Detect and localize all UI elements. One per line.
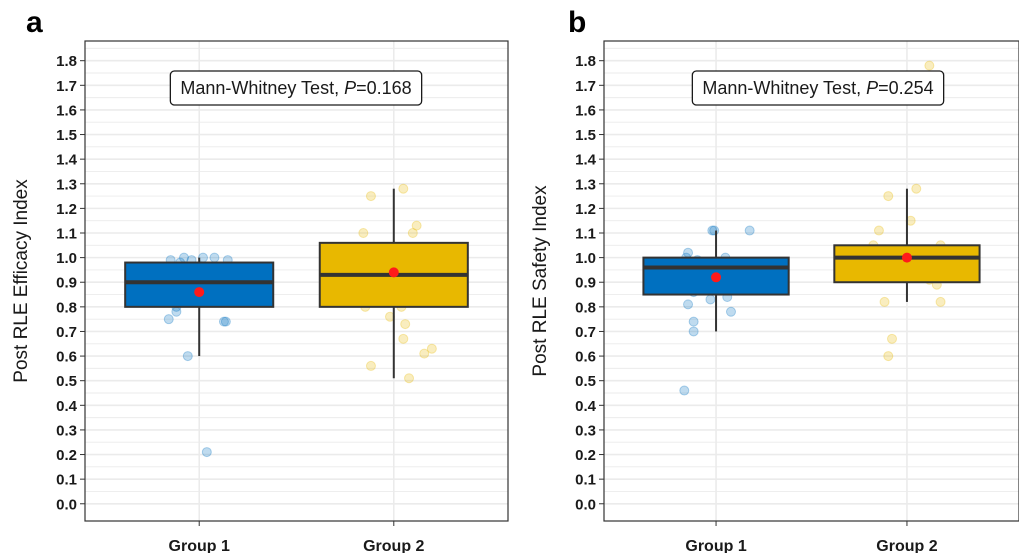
- panel-b: b 0.0 0.1 0.2 0.3 0.4 0.5 0.6 0.7 0.8 0.9 1.0 1.1 1.…: [510, 0, 1019, 553]
- x-tick-label: Group 2: [876, 538, 937, 553]
- y-tick-label: 1.8: [56, 53, 77, 70]
- data-point: [924, 60, 935, 71]
- data-point: [744, 225, 755, 236]
- panel-letter-b: b: [568, 6, 587, 39]
- y-tick-label: 0.9: [575, 275, 596, 292]
- annotation-box: [169, 70, 423, 106]
- data-point: [400, 319, 411, 330]
- chart-a: 0.0 0.1 0.2 0.3 0.4 0.5 0.6 0.7 0.8 0.9 1.0 1.1 1.2 1…: [11, 40, 509, 553]
- data-point: [679, 385, 690, 396]
- x-tick-label: Group 1: [169, 538, 230, 553]
- y-tick-label: 1.2: [575, 201, 596, 218]
- y-tick-label: 1.0: [575, 250, 596, 267]
- data-point: [683, 299, 694, 310]
- y-tick-label: 0.0: [575, 496, 596, 513]
- y-tick-label: 0.6: [575, 349, 596, 366]
- x-tick-label: Group 1: [685, 538, 746, 553]
- y-tick-label: 1.7: [575, 78, 596, 95]
- annotation-box: [691, 70, 945, 106]
- data-point: [688, 316, 699, 327]
- data-point: [688, 326, 699, 337]
- data-point: [879, 296, 890, 307]
- y-tick-label: 0.2: [56, 447, 77, 464]
- mean-marker: [194, 287, 205, 298]
- data-point: [209, 252, 220, 263]
- data-point: [404, 373, 415, 384]
- y-tick-label: 0.4: [56, 398, 78, 415]
- data-point: [201, 447, 212, 458]
- mean-marker: [388, 267, 399, 278]
- data-point: [163, 314, 174, 325]
- y-tick-label: 1.6: [56, 102, 77, 119]
- y-tick-label: 1.4: [56, 152, 78, 169]
- y-tick-label: 0.5: [56, 373, 77, 390]
- y-tick-label: 1.6: [575, 102, 596, 119]
- y-tick-label: 0.5: [575, 373, 596, 390]
- y-tick-label: 1.1: [56, 226, 77, 243]
- data-point: [171, 306, 182, 317]
- y-tick-label: 1.2: [56, 201, 77, 218]
- y-tick-label: 0.1: [575, 472, 596, 489]
- data-point: [935, 296, 946, 307]
- data-point: [220, 316, 231, 327]
- data-point: [182, 351, 193, 362]
- annotation-text: Mann-Whitney Test, P=0.254: [702, 78, 933, 98]
- y-tick-label: 0.9: [56, 275, 77, 292]
- data-point: [358, 228, 369, 238]
- data-point: [873, 225, 884, 236]
- y-tick-label: 0.3: [575, 422, 596, 439]
- y-tick-label: 0.0: [56, 496, 77, 513]
- y-tick-label: 1.0: [56, 250, 77, 267]
- panel-letter-a: a: [26, 6, 43, 39]
- data-point: [426, 343, 437, 354]
- y-tick-label: 0.7: [575, 324, 596, 341]
- data-point: [398, 183, 409, 194]
- data-point: [725, 306, 736, 317]
- plot-border: [84, 40, 509, 522]
- data-point: [218, 316, 229, 327]
- y-tick-label: 1.7: [56, 78, 77, 95]
- panel-a: a 0.0 0.1 0.2 0.3 0.4 0.5 0.6 0.7 0.8 0.9 1.0 1.1 1.…: [11, 6, 509, 553]
- mean-marker: [711, 272, 722, 283]
- annotation: Mann-Whitney Test, P=0.254: [691, 70, 945, 106]
- y-axis-label: Post RLE Safety Index: [530, 185, 551, 377]
- plot-border: [603, 40, 1019, 522]
- y-tick-label: 1.8: [575, 53, 596, 70]
- y-tick-label: 1.3: [56, 176, 77, 193]
- box-1: [124, 261, 275, 308]
- y-tick-label: 0.3: [56, 422, 77, 439]
- chart-b: 0.0 0.1 0.2 0.3 0.4 0.5 0.6 0.7 0.8 0.9 1.0 1.1 1.2 1…: [530, 40, 1019, 553]
- data-point: [365, 191, 376, 202]
- y-tick-label: 0.1: [56, 472, 77, 489]
- data-point: [398, 333, 409, 344]
- data-point: [411, 220, 422, 231]
- x-tick-label: Group 2: [363, 538, 424, 553]
- data-point: [911, 183, 922, 194]
- y-tick-label: 0.4: [575, 398, 597, 415]
- data-point: [883, 351, 894, 362]
- y-tick-label: 1.4: [575, 152, 597, 169]
- data-point: [365, 360, 376, 371]
- data-point: [419, 348, 430, 359]
- y-tick-label: 0.6: [56, 349, 77, 366]
- mean-marker: [901, 252, 912, 263]
- y-tick-label: 0.2: [575, 447, 596, 464]
- annotation-text: Mann-Whitney Test, P=0.168: [180, 78, 411, 98]
- y-tick-label: 1.5: [575, 127, 596, 144]
- box-2: [833, 244, 981, 284]
- data-point: [705, 294, 716, 305]
- y-tick-label: 0.8: [56, 299, 77, 316]
- data-point: [883, 191, 894, 202]
- y-tick-label: 0.7: [56, 324, 77, 341]
- y-tick-label: 1.5: [56, 127, 77, 144]
- annotation: Mann-Whitney Test, P=0.168: [169, 70, 423, 106]
- y-tick-label: 0.8: [575, 299, 596, 316]
- data-point: [887, 333, 898, 344]
- y-tick-label: 1.1: [575, 226, 596, 243]
- y-tick-label: 1.3: [575, 176, 596, 193]
- y-axis-label: Post RLE Efficacy Index: [11, 179, 32, 383]
- data-point: [407, 228, 418, 238]
